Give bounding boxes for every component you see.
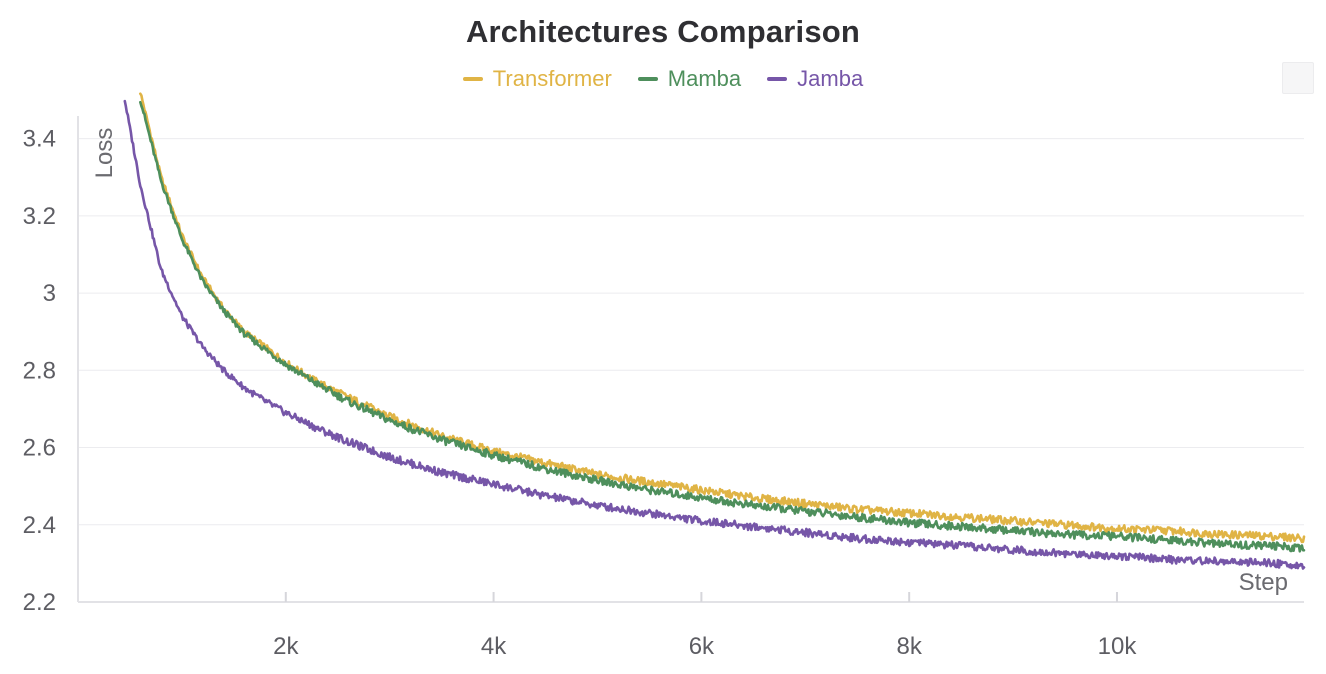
- x-tick-label: 10k: [1098, 633, 1138, 660]
- panel-menu-button[interactable]: [1282, 62, 1314, 94]
- x-axis-title: Step: [1239, 569, 1288, 596]
- x-tick-label: 8k: [897, 633, 923, 660]
- axis-labels: 2.2 2.4 2.6 2.8 3 3.2 3.4 2k 4k 6k 8k 10k Loss Step: [23, 126, 1288, 660]
- chart-title: Architectures Comparison: [465, 14, 861, 49]
- series-line-transformer[interactable]: [139, 92, 1306, 544]
- legend-label-transformer: Transformer: [492, 66, 612, 91]
- x-tick-label: 6k: [689, 633, 715, 660]
- chart-legend: Transformer Mamba Jamba: [0, 66, 1326, 92]
- y-tick-label: 2.8: [23, 357, 56, 384]
- legend-item-transformer[interactable]: Transformer: [462, 66, 612, 92]
- y-tick-label: 3.2: [23, 203, 56, 230]
- legend-swatch-mamba: [637, 77, 658, 81]
- y-tick-label: 2.6: [23, 435, 56, 462]
- legend-swatch-jamba: [767, 77, 788, 81]
- axes: [77, 116, 1304, 603]
- x-tick-label: 4k: [481, 633, 507, 660]
- legend-label-mamba: Mamba: [667, 66, 742, 91]
- y-axis-title: Loss: [91, 128, 118, 179]
- legend-item-jamba[interactable]: Jamba: [767, 66, 863, 92]
- legend-swatch-transformer: [462, 77, 483, 81]
- grid: [78, 138, 1304, 526]
- y-tick-label: 2.2: [23, 589, 56, 616]
- y-tick-label: 3: [43, 280, 56, 307]
- x-tick-label: 2k: [273, 633, 299, 660]
- series-lines: [123, 92, 1306, 570]
- y-tick-label: 2.4: [23, 512, 56, 539]
- y-tick-label: 3.4: [23, 126, 56, 153]
- series-line-jamba[interactable]: [123, 99, 1306, 570]
- legend-item-mamba[interactable]: Mamba: [637, 66, 742, 92]
- legend-label-jamba: Jamba: [797, 66, 864, 91]
- series-line-mamba[interactable]: [139, 100, 1306, 553]
